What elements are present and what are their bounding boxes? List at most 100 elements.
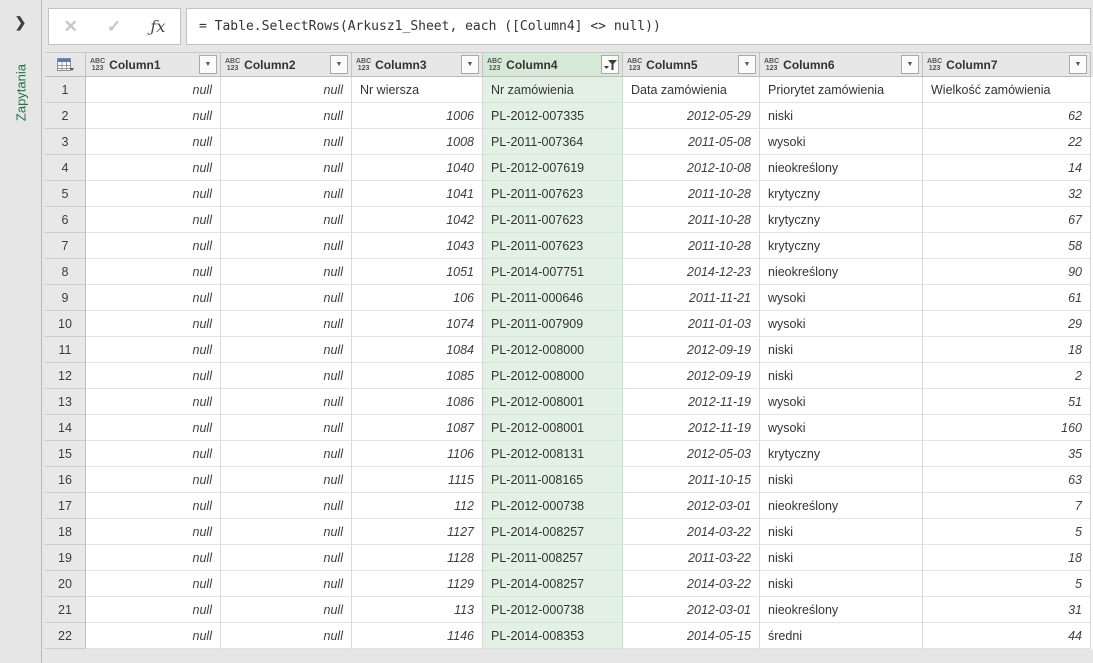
select-all-button[interactable]	[45, 52, 86, 77]
cell[interactable]: null	[221, 129, 352, 155]
row-number[interactable]: 20	[45, 571, 86, 597]
cell[interactable]: 2011-10-15	[623, 467, 760, 493]
cell[interactable]: nieokreślony	[760, 155, 923, 181]
cell[interactable]: 2012-09-19	[623, 337, 760, 363]
cell[interactable]: niski	[760, 337, 923, 363]
cell[interactable]: null	[86, 363, 221, 389]
cell[interactable]: null	[221, 597, 352, 623]
funnel-filter-icon[interactable]	[601, 55, 619, 74]
cell[interactable]: 1042	[352, 207, 483, 233]
cell[interactable]: PL-2011-007364	[483, 129, 623, 155]
cell[interactable]: null	[86, 571, 221, 597]
cell[interactable]: krytyczny	[760, 207, 923, 233]
cell[interactable]: PL-2011-007623	[483, 233, 623, 259]
cell[interactable]: PL-2012-008131	[483, 441, 623, 467]
cell[interactable]: 7	[923, 493, 1091, 519]
cell[interactable]: Nr zamówienia	[483, 77, 623, 103]
cell[interactable]: null	[86, 493, 221, 519]
cell[interactable]: PL-2011-008257	[483, 545, 623, 571]
chevron-down-icon[interactable]: ▼	[330, 55, 348, 74]
cell[interactable]: 14	[923, 155, 1091, 181]
cell[interactable]: nieokreślony	[760, 259, 923, 285]
cell[interactable]: null	[86, 467, 221, 493]
cell[interactable]: 2011-10-28	[623, 181, 760, 207]
row-number[interactable]: 14	[45, 415, 86, 441]
cell[interactable]: PL-2011-008165	[483, 467, 623, 493]
cell[interactable]: null	[86, 597, 221, 623]
cell[interactable]: wysoki	[760, 311, 923, 337]
row-number[interactable]: 22	[45, 623, 86, 649]
cell[interactable]: null	[221, 623, 352, 649]
row-number[interactable]: 13	[45, 389, 86, 415]
cell[interactable]: null	[86, 181, 221, 207]
cell[interactable]: 44	[923, 623, 1091, 649]
cell[interactable]: PL-2012-008001	[483, 389, 623, 415]
row-number[interactable]: 8	[45, 259, 86, 285]
cell[interactable]: null	[221, 337, 352, 363]
cell[interactable]: null	[86, 337, 221, 363]
cell[interactable]: 1106	[352, 441, 483, 467]
cell[interactable]: 2012-11-19	[623, 389, 760, 415]
cell[interactable]: niski	[760, 467, 923, 493]
cell[interactable]: wysoki	[760, 285, 923, 311]
cell[interactable]: null	[86, 623, 221, 649]
cell[interactable]: 63	[923, 467, 1091, 493]
cell[interactable]: null	[221, 493, 352, 519]
cell[interactable]: 2014-03-22	[623, 519, 760, 545]
cell[interactable]: null	[221, 103, 352, 129]
cell[interactable]: 18	[923, 337, 1091, 363]
column-header-column4[interactable]: ABC 123 Column4	[483, 52, 623, 77]
cell[interactable]: 67	[923, 207, 1091, 233]
cell[interactable]: 1146	[352, 623, 483, 649]
cell[interactable]: 2014-05-15	[623, 623, 760, 649]
chevron-down-icon[interactable]: ▼	[199, 55, 217, 74]
cell[interactable]: null	[221, 311, 352, 337]
row-number[interactable]: 10	[45, 311, 86, 337]
cell[interactable]: niski	[760, 363, 923, 389]
cell[interactable]: null	[86, 285, 221, 311]
cell[interactable]: 112	[352, 493, 483, 519]
row-number[interactable]: 5	[45, 181, 86, 207]
cell[interactable]: null	[86, 103, 221, 129]
fx-icon[interactable]: ƒx	[150, 17, 166, 36]
row-number[interactable]: 21	[45, 597, 86, 623]
cell[interactable]: null	[221, 441, 352, 467]
column-header-column6[interactable]: ABC 123 Column6 ▼	[760, 52, 923, 77]
cell[interactable]: niski	[760, 519, 923, 545]
chevron-down-icon[interactable]: ▼	[901, 55, 919, 74]
cell[interactable]: null	[86, 77, 221, 103]
cell[interactable]: 1041	[352, 181, 483, 207]
cell[interactable]: 58	[923, 233, 1091, 259]
cell[interactable]: 2012-10-08	[623, 155, 760, 181]
cell[interactable]: 61	[923, 285, 1091, 311]
cell[interactable]: 1128	[352, 545, 483, 571]
queries-pane-label[interactable]: Zapytania	[13, 64, 28, 122]
cell[interactable]: null	[221, 467, 352, 493]
cell[interactable]: krytyczny	[760, 181, 923, 207]
cell[interactable]: 1051	[352, 259, 483, 285]
cell[interactable]: 51	[923, 389, 1091, 415]
cell[interactable]: 1086	[352, 389, 483, 415]
column-header-column3[interactable]: ABC 123 Column3 ▼	[352, 52, 483, 77]
cell[interactable]: 2011-10-28	[623, 207, 760, 233]
column-header-column5[interactable]: ABC 123 Column5 ▼	[623, 52, 760, 77]
cell[interactable]: null	[221, 233, 352, 259]
cell[interactable]: 1006	[352, 103, 483, 129]
row-number[interactable]: 2	[45, 103, 86, 129]
cell[interactable]: PL-2011-007909	[483, 311, 623, 337]
cell[interactable]: PL-2012-000738	[483, 493, 623, 519]
row-number[interactable]: 4	[45, 155, 86, 181]
cell[interactable]: 31	[923, 597, 1091, 623]
cell[interactable]: PL-2012-008000	[483, 337, 623, 363]
cell[interactable]: null	[86, 129, 221, 155]
confirm-icon[interactable]: ✓	[107, 16, 122, 36]
cell[interactable]: null	[221, 285, 352, 311]
cell[interactable]: 106	[352, 285, 483, 311]
chevron-down-icon[interactable]: ▼	[1069, 55, 1087, 74]
cell[interactable]: 2012-05-29	[623, 103, 760, 129]
row-number[interactable]: 15	[45, 441, 86, 467]
cell[interactable]: PL-2012-008001	[483, 415, 623, 441]
cell[interactable]: PL-2014-008257	[483, 519, 623, 545]
cell[interactable]: 2011-05-08	[623, 129, 760, 155]
cell[interactable]: null	[86, 545, 221, 571]
